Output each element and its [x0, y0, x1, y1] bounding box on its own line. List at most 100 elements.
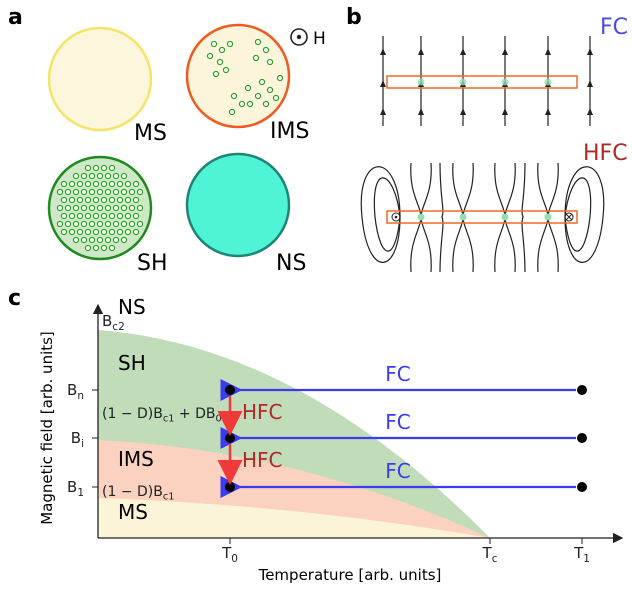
- vortex: [105, 221, 110, 226]
- vortex: [255, 39, 260, 44]
- vortex: [239, 101, 244, 106]
- mode-label: HFC: [583, 141, 628, 166]
- state-point: [577, 433, 587, 443]
- vortex: [81, 221, 86, 226]
- vortex: [61, 197, 66, 202]
- vortex: [263, 47, 268, 52]
- fc-label: FC: [385, 362, 410, 386]
- vortex: [418, 79, 425, 86]
- vortex: [97, 221, 102, 226]
- vortex: [65, 205, 70, 210]
- vortex: [69, 181, 74, 186]
- vortex: [133, 229, 138, 234]
- subscript-label: T1: [573, 544, 590, 565]
- subscript-label: Bi: [71, 429, 84, 450]
- vortex: [129, 221, 134, 226]
- vortex: [69, 197, 74, 202]
- vortex: [101, 181, 106, 186]
- vortex: [61, 229, 66, 234]
- vortex: [117, 181, 122, 186]
- vortex: [109, 245, 114, 250]
- vortex: [93, 165, 98, 170]
- field-line: [361, 167, 400, 263]
- vortex: [85, 197, 90, 202]
- subscript-label: Bn: [67, 381, 84, 402]
- region-label: MS: [118, 500, 148, 524]
- vortex: [117, 197, 122, 202]
- vortex: [93, 245, 98, 250]
- vortex: [245, 85, 250, 90]
- subscript: c: [492, 553, 498, 565]
- field-arrow: [502, 48, 508, 55]
- subscript: 0: [216, 414, 222, 425]
- vortex: [227, 41, 232, 46]
- vortex: [89, 237, 94, 242]
- state-point: [577, 482, 587, 492]
- vortex: [93, 197, 98, 202]
- subscript: n: [77, 390, 84, 402]
- field-arrow: [418, 108, 424, 115]
- vortex: [57, 221, 62, 226]
- vortex: [77, 197, 82, 202]
- fc-label: FC: [385, 459, 410, 483]
- field-label: H: [313, 29, 326, 49]
- state-label: MS: [134, 121, 167, 146]
- vortex: [277, 75, 282, 80]
- field-line: [522, 163, 525, 272]
- vortex: [97, 173, 102, 178]
- vortex: [85, 181, 90, 186]
- vortex: [73, 173, 78, 178]
- vortex: [81, 237, 86, 242]
- subscript: c1: [163, 492, 175, 503]
- panel-label: c: [8, 286, 21, 311]
- vortex: [207, 53, 212, 58]
- field-arrow: [380, 48, 386, 55]
- vortex: [213, 71, 218, 76]
- mode-label: FC: [600, 15, 628, 40]
- figure: a MS IMS SH NS H b FC HFC c NS SH IMS MS…: [0, 0, 632, 586]
- vortex: [89, 189, 94, 194]
- subscript: i: [81, 438, 84, 450]
- vortex: [121, 189, 126, 194]
- hfc-field-lines: [361, 163, 603, 272]
- vortex: [89, 221, 94, 226]
- field-arrow: [502, 108, 508, 115]
- x-axis-label: Temperature [arb. units]: [258, 566, 442, 584]
- ms-circle: [49, 28, 151, 130]
- vortex: [61, 213, 66, 218]
- state-label: SH: [137, 251, 168, 276]
- vortex: [125, 229, 130, 234]
- vortex: [137, 189, 142, 194]
- vortex: [267, 59, 272, 64]
- vortex: [418, 214, 425, 221]
- vortex: [65, 221, 70, 226]
- current-in-cross: [566, 214, 572, 220]
- vortex: [61, 181, 66, 186]
- state-point: [225, 482, 235, 492]
- field-line: [440, 163, 443, 272]
- state-label: NS: [276, 251, 306, 276]
- label-part: (1 − D)B: [102, 484, 163, 500]
- field-arrow: [380, 108, 386, 115]
- vortex: [85, 213, 90, 218]
- vortex: [223, 67, 228, 72]
- vortex: [109, 197, 114, 202]
- vortex: [81, 173, 86, 178]
- vortex: [109, 181, 114, 186]
- vortex: [125, 213, 130, 218]
- vortex: [73, 205, 78, 210]
- field-arrow: [587, 108, 593, 115]
- vortex: [113, 221, 118, 226]
- vortex: [273, 95, 278, 100]
- vortex: [259, 79, 264, 84]
- vortex: [77, 181, 82, 186]
- vortex: [117, 213, 122, 218]
- vortex: [125, 181, 130, 186]
- vortex: [545, 79, 552, 86]
- vortex: [89, 173, 94, 178]
- vortex: [121, 173, 126, 178]
- panel-label: a: [8, 5, 23, 30]
- vortex: [85, 245, 90, 250]
- field-arrow: [380, 80, 386, 87]
- vortex: [73, 189, 78, 194]
